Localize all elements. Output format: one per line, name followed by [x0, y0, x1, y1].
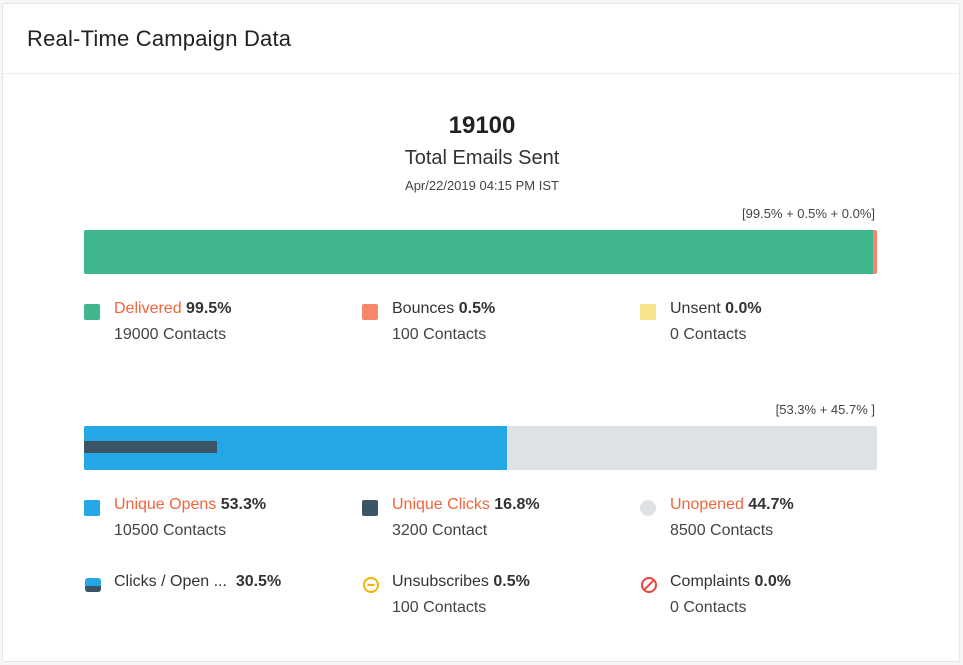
- unique-opens-pct: 53.3%: [220, 496, 267, 513]
- unique-clicks-label[interactable]: Unique Clicks: [392, 496, 490, 513]
- unsubscribes-contacts: 100 Contacts: [392, 599, 487, 616]
- complaints-label: Complaints: [670, 573, 751, 590]
- unsent-label: Unsent: [670, 300, 721, 317]
- engagement-bar-caption: [53.3% + 45.7% ]: [775, 402, 875, 417]
- unsubscribes-label: Unsubscribes: [392, 573, 489, 590]
- unsent-contacts: 0 Contacts: [670, 326, 747, 343]
- legend-delivered: Delivered 99.5% 19000 Contacts: [84, 300, 344, 350]
- delivery-bar-caption: [99.5% + 0.5% + 0.0%]: [742, 206, 875, 221]
- bounces-segment: [873, 230, 877, 274]
- unique-opens-label[interactable]: Unique Opens: [114, 496, 217, 513]
- complaints-contacts: 0 Contacts: [670, 599, 747, 616]
- engagement-progress-bar: [84, 426, 877, 470]
- unopened-swatch: [640, 500, 656, 516]
- bounces-pct: 0.5%: [458, 300, 496, 317]
- unsubscribes-pct: 0.5%: [493, 573, 530, 590]
- legend-bounces: Bounces 0.5% 100 Contacts: [362, 300, 622, 350]
- unique-clicks-contacts: 3200 Contact: [392, 522, 488, 539]
- campaign-data-card: Real-Time Campaign Data 19100 Total Emai…: [2, 3, 960, 662]
- unopened-label[interactable]: Unopened: [670, 496, 744, 513]
- delivered-contacts: 19000 Contacts: [114, 326, 227, 343]
- minus-circle-icon: [362, 576, 380, 594]
- bounces-swatch: [362, 304, 378, 320]
- delivered-pct: 99.5%: [186, 300, 232, 317]
- delivered-segment: [84, 230, 874, 274]
- legend-unsubscribes: Unsubscribes 0.5% 100 Contacts: [362, 573, 622, 623]
- bounces-label: Bounces: [392, 300, 455, 317]
- delivery-progress-bar: [84, 230, 877, 274]
- delivered-swatch: [84, 304, 100, 320]
- legend-unopened: Unopened 44.7% 8500 Contacts: [640, 496, 900, 546]
- bounces-contacts: 100 Contacts: [392, 326, 487, 343]
- clicks-per-open-icon: [84, 576, 102, 594]
- unopened-pct: 44.7%: [748, 496, 794, 513]
- clicks-per-open-pct: 30.5%: [235, 573, 282, 590]
- legend-complaints: Complaints 0.0% 0 Contacts: [640, 573, 900, 623]
- clicks-segment: [84, 441, 218, 453]
- unsent-swatch: [640, 304, 656, 320]
- page-title: Real-Time Campaign Data: [27, 25, 292, 51]
- unique-clicks-pct: 16.8%: [494, 496, 540, 513]
- total-emails-count: 19100: [448, 112, 516, 139]
- complaints-pct: 0.0%: [754, 573, 791, 590]
- legend-unsent: Unsent 0.0% 0 Contacts: [640, 300, 900, 350]
- card-header: Real-Time Campaign Data: [3, 4, 959, 74]
- unique-opens-contacts: 10500 Contacts: [114, 522, 227, 539]
- unopened-contacts: 8500 Contacts: [670, 522, 774, 539]
- clicks-per-open-label: Clicks / Open ...: [114, 573, 227, 590]
- legend-clicks-per-open: Clicks / Open ... 30.5%: [84, 573, 344, 623]
- total-emails-label: Total Emails Sent: [404, 147, 560, 169]
- clicks-swatch: [362, 500, 378, 516]
- unsent-pct: 0.0%: [725, 300, 762, 317]
- timestamp: Apr/22/2019 04:15 PM IST: [405, 178, 559, 193]
- opens-swatch: [84, 500, 100, 516]
- delivered-label[interactable]: Delivered: [114, 300, 182, 317]
- no-entry-icon: [640, 576, 658, 594]
- legend-unique-clicks: Unique Clicks 16.8% 3200 Contact: [362, 496, 622, 546]
- legend-unique-opens: Unique Opens 53.3% 10500 Contacts: [84, 496, 344, 546]
